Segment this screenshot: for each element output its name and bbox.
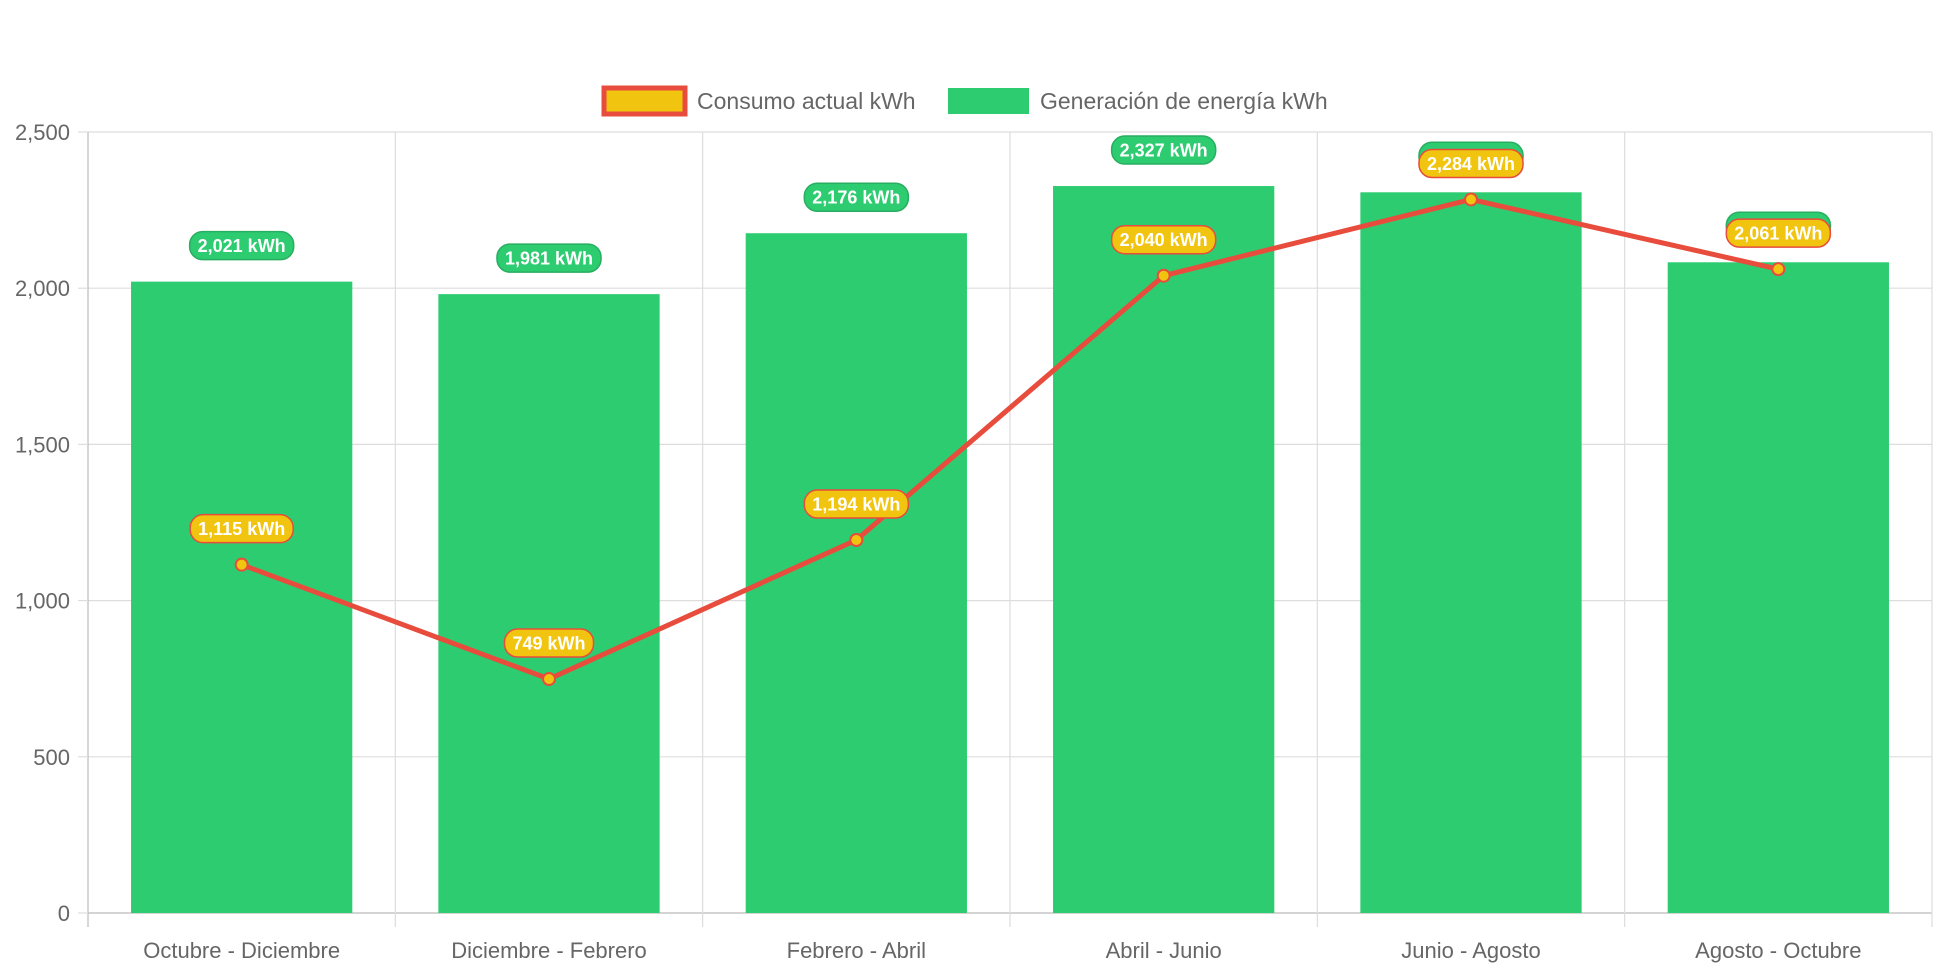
- data-label-consumo-text: 1,115 kWh: [198, 519, 285, 539]
- x-tick-label: Agosto - Octubre: [1695, 938, 1861, 963]
- y-tick-label: 1,500: [15, 432, 70, 457]
- x-tick-label: Octubre - Diciembre: [143, 938, 340, 963]
- data-label-generacion: 2,176 kWh: [803, 182, 910, 212]
- bar-generacion: [438, 294, 660, 913]
- data-label-consumo-text: 2,284 kWh: [1427, 154, 1515, 174]
- grid-lines: [87, 131, 1933, 927]
- y-tick-label: 1,000: [15, 589, 70, 614]
- data-label-consumo-text: 749 kWh: [512, 634, 585, 654]
- data-label-generacion: 2,021 kWh: [188, 230, 295, 261]
- data-label-consumo: 1,194 kWh: [803, 489, 910, 519]
- line-consumo: [240, 196, 1779, 682]
- bar-generacion: [131, 281, 353, 913]
- data-label-generacion-text: 2,327 kWh: [1120, 141, 1208, 161]
- point-consumo: [234, 557, 249, 572]
- legend-label-consumo: Consumo actual kWh: [697, 88, 916, 114]
- data-label-consumo-text: 2,061 kWh: [1734, 224, 1822, 244]
- y-tick-label: 2,500: [15, 120, 70, 145]
- bar-series-generacion: [131, 186, 1889, 914]
- data-label-consumo-box: [803, 489, 910, 519]
- data-label-generacion-box: [188, 230, 295, 261]
- data-label-consumo: 2,284 kWh: [1418, 148, 1524, 179]
- y-axis: 0 500 1,000 1,500 2,000 2,500: [15, 120, 88, 926]
- data-label-consumo-box: [503, 628, 595, 658]
- point-consumo: [849, 532, 864, 547]
- bar-generacion: [1360, 192, 1582, 913]
- legend-item-consumo[interactable]: Consumo actual kWh: [601, 85, 916, 117]
- legend-item-generacion[interactable]: Generación de energía kWh: [948, 88, 1328, 114]
- data-label-generacion-text: 1,981 kWh: [505, 249, 593, 269]
- x-tick-label: Diciembre - Febrero: [451, 938, 647, 963]
- data-label-generacion-text: 2,176 kWh: [812, 188, 900, 208]
- data-label-consumo: 2,040 kWh: [1110, 224, 1217, 255]
- point-consumo: [542, 672, 556, 687]
- x-tick-label: Junio - Agosto: [1401, 938, 1540, 963]
- data-label-consumo-box: [1725, 218, 1832, 248]
- bar-generacion: [1053, 186, 1275, 914]
- x-axis: Octubre - Diciembre Diciembre - Febrero Fe…: [143, 938, 1861, 963]
- data-label-consumo-text: 2,040 kWh: [1120, 230, 1208, 250]
- point-consumo: [1771, 262, 1786, 277]
- data-label-consumo: 1,115 kWh: [189, 513, 294, 544]
- data-label-consumo: 2,061 kWh: [1725, 218, 1832, 248]
- legend: Consumo actual kWh Generación de energía…: [601, 85, 1328, 117]
- data-label-generacion-box: [803, 182, 910, 212]
- data-label-generacion-text: 2,021 kWh: [198, 236, 286, 256]
- legend-swatch-consumo: [601, 85, 688, 117]
- line-data-labels: 1,115 kWh 749 kWh 1,194 kWh 2,040 kWh 2,284 …: [189, 148, 1832, 658]
- data-label-consumo: 749 kWh: [503, 628, 595, 658]
- data-label-consumo-text: 1,194 kWh: [812, 494, 900, 514]
- y-tick-label: 0: [58, 901, 70, 926]
- data-label-generacion-box: [496, 243, 602, 273]
- point-consumo: [1464, 192, 1478, 207]
- x-tick-label: Abril - Junio: [1106, 938, 1222, 963]
- bar-generacion: [1667, 262, 1889, 913]
- data-label-generacion-box: [1110, 135, 1217, 165]
- x-tick-label: Febrero - Abril: [787, 938, 926, 963]
- y-tick-label: 500: [33, 745, 70, 770]
- point-consumo: [1156, 268, 1171, 283]
- legend-label-generacion: Generación de energía kWh: [1040, 88, 1328, 114]
- data-label-consumo-box: [1110, 224, 1217, 255]
- y-tick-label: 2,000: [15, 276, 70, 301]
- line-series-consumo: [234, 192, 1786, 687]
- data-label-generacion: 1,981 kWh: [496, 243, 602, 273]
- data-label-consumo-box: [1418, 148, 1524, 179]
- data-label-consumo-box: [189, 513, 294, 544]
- legend-swatch-generacion: [948, 88, 1029, 114]
- data-label-generacion: 2,327 kWh: [1110, 135, 1217, 165]
